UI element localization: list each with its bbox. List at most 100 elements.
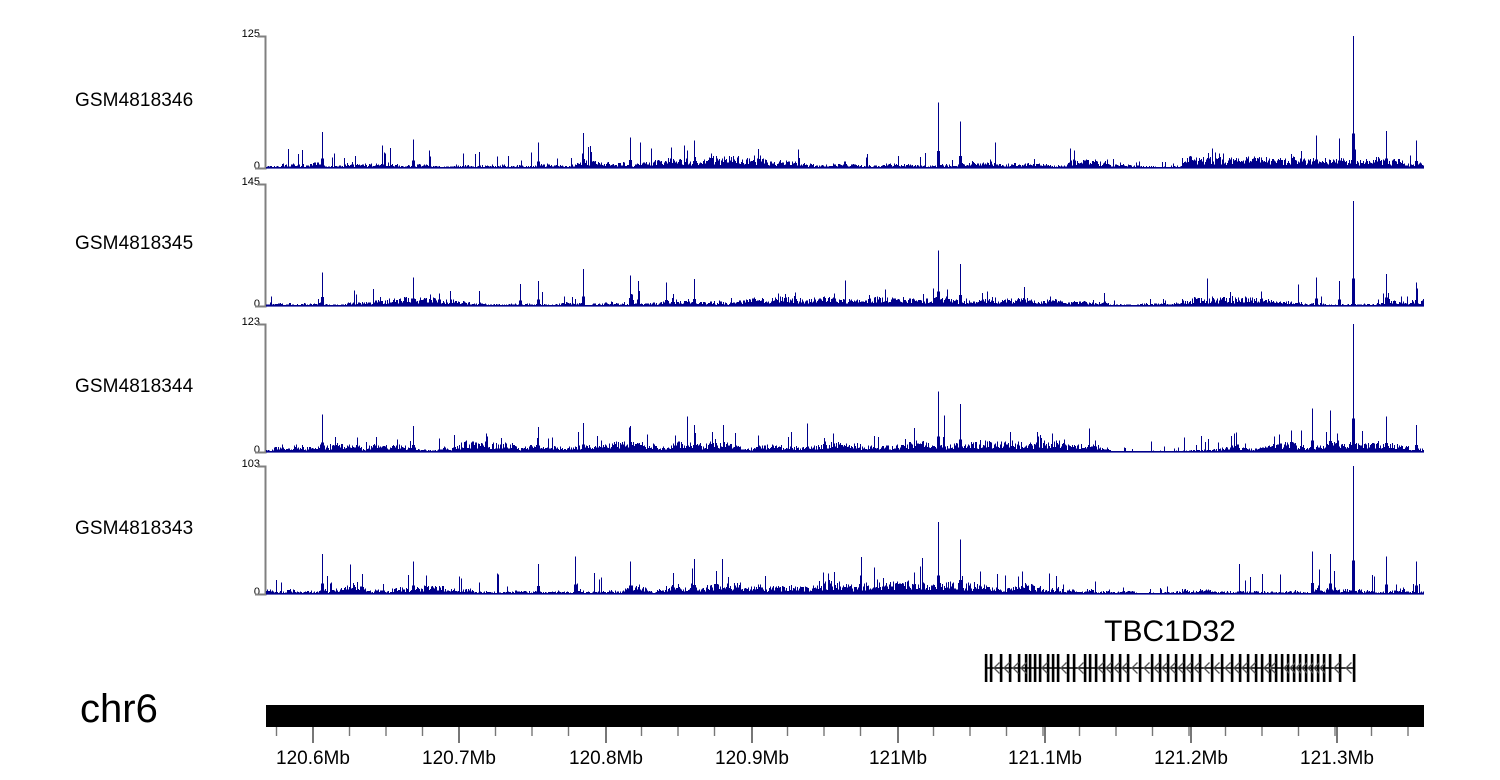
strand-arrow-icon bbox=[1269, 662, 1276, 674]
track-sample-label: GSM4818343 bbox=[75, 518, 194, 539]
gene-exon bbox=[1190, 654, 1194, 682]
gene-exon bbox=[1046, 654, 1050, 682]
ruler-tick-label: 121.1Mb bbox=[1008, 748, 1082, 769]
gene-exon bbox=[1102, 654, 1106, 682]
strand-arrow-icon bbox=[1012, 662, 1019, 674]
gene-exon bbox=[1008, 654, 1012, 682]
gene-exon bbox=[1088, 654, 1092, 682]
gene-exon bbox=[1210, 654, 1214, 682]
gene-exon bbox=[1094, 654, 1098, 682]
gene-exon bbox=[1051, 654, 1055, 682]
gene-exon bbox=[1033, 654, 1037, 682]
strand-arrow-icon bbox=[1185, 662, 1192, 674]
gene-exon bbox=[1066, 654, 1070, 682]
strand-arrow-icon bbox=[1313, 662, 1320, 674]
gene-exon bbox=[1286, 654, 1290, 682]
gene-exon bbox=[1328, 654, 1332, 682]
track-sample-label: GSM4818346 bbox=[75, 90, 194, 111]
gene-exon bbox=[1110, 654, 1114, 682]
strand-arrow-icon bbox=[1077, 662, 1084, 674]
strand-arrow-icon bbox=[1041, 662, 1048, 674]
coverage-signal[interactable] bbox=[266, 35, 1428, 169]
gene-exon bbox=[989, 654, 993, 682]
gene-exon bbox=[984, 654, 988, 682]
strand-arrow-icon bbox=[1307, 662, 1314, 674]
gene-exon bbox=[1182, 654, 1186, 682]
gene-exon bbox=[1138, 654, 1142, 682]
strand-arrow-icon bbox=[1345, 662, 1352, 674]
ruler-tick-label: 120.6Mb bbox=[276, 748, 350, 769]
ruler-tick-label: 121.2Mb bbox=[1154, 748, 1228, 769]
gene-exon bbox=[1322, 654, 1326, 682]
gene-exon bbox=[1198, 654, 1202, 682]
gene-exon bbox=[1352, 654, 1356, 682]
gene-exon bbox=[1304, 654, 1308, 682]
gene-exon bbox=[999, 654, 1003, 682]
gene-exon bbox=[1083, 654, 1087, 682]
gene-model-svg[interactable] bbox=[0, 615, 1500, 695]
strand-arrow-icon bbox=[1203, 662, 1210, 674]
strand-arrow-icon bbox=[1333, 662, 1340, 674]
strand-arrow-icon bbox=[1241, 662, 1248, 674]
strand-arrow-icon bbox=[1161, 662, 1168, 674]
track-sample-label: GSM4818344 bbox=[75, 376, 194, 397]
axis-max-label: 123 bbox=[241, 316, 260, 328]
strand-arrow-icon bbox=[993, 662, 1000, 674]
gene-exon bbox=[1280, 654, 1284, 682]
strand-arrow-icon bbox=[1003, 662, 1010, 674]
gene-exon bbox=[1174, 654, 1178, 682]
gene-exon bbox=[1254, 654, 1258, 682]
ruler-tick-label: 120.9Mb bbox=[715, 748, 789, 769]
gene-exon bbox=[1316, 654, 1320, 682]
ideogram-bar bbox=[266, 705, 1424, 727]
axis-max-label: 103 bbox=[241, 458, 260, 470]
gene-exon bbox=[1238, 654, 1242, 682]
strand-arrow-icon bbox=[1301, 662, 1308, 674]
gene-exon bbox=[1166, 654, 1170, 682]
axis-max-label: 125 bbox=[241, 28, 260, 40]
strand-arrow-icon bbox=[1121, 662, 1128, 674]
axis-max-label: 145 bbox=[241, 176, 260, 188]
strand-arrow-icon bbox=[1319, 662, 1326, 674]
gene-exon bbox=[1338, 654, 1342, 682]
coverage-signal[interactable] bbox=[266, 323, 1428, 453]
strand-arrow-icon bbox=[1020, 662, 1027, 674]
axis-min-label: 0 bbox=[253, 298, 260, 310]
ruler-tick-label: 121.3Mb bbox=[1300, 748, 1374, 769]
gene-exon bbox=[1017, 654, 1021, 682]
gene-exon bbox=[1274, 654, 1278, 682]
chromosome-ruler-track: chr6 120.6Mb 120.7Mb 120.8Mb 120.9Mb 121Mb 12… bbox=[0, 687, 1500, 780]
gene-exon bbox=[1292, 654, 1296, 682]
gene-exon bbox=[1024, 654, 1028, 682]
gene-exon bbox=[1038, 654, 1042, 682]
axis-min-label: 0 bbox=[253, 160, 260, 172]
gene-exon bbox=[1028, 654, 1032, 682]
ruler-tick-label: 120.8Mb bbox=[569, 748, 643, 769]
strand-arrow-icon bbox=[1177, 662, 1184, 674]
strand-arrow-icon bbox=[1233, 662, 1240, 674]
gene-name-label: TBC1D32 bbox=[1104, 615, 1236, 648]
strand-arrow-icon bbox=[1113, 662, 1120, 674]
gene-exon bbox=[1230, 654, 1234, 682]
strand-arrow-icon bbox=[1193, 662, 1200, 674]
chromosome-label: chr6 bbox=[80, 687, 158, 731]
gene-exon bbox=[1246, 654, 1250, 682]
ideogram-ruler-svg[interactable]: 120.6Mb 120.7Mb 120.8Mb 120.9Mb 121Mb 121.1Mb… bbox=[0, 695, 1500, 780]
strand-arrow-icon bbox=[1153, 662, 1160, 674]
strand-arrow-icon bbox=[1249, 662, 1256, 674]
coverage-signal[interactable] bbox=[266, 465, 1428, 595]
coverage-signal[interactable] bbox=[266, 183, 1428, 307]
ruler-tick-label: 121Mb bbox=[869, 748, 927, 769]
axis-min-label: 0 bbox=[253, 586, 260, 598]
gene-exon bbox=[1310, 654, 1314, 682]
strand-arrow-icon bbox=[1105, 662, 1112, 674]
gene-exon bbox=[1298, 654, 1302, 682]
gene-exon bbox=[1056, 654, 1060, 682]
gene-exon bbox=[1118, 654, 1122, 682]
gene-annotation-track[interactable]: TBC1D32 bbox=[0, 615, 1500, 695]
